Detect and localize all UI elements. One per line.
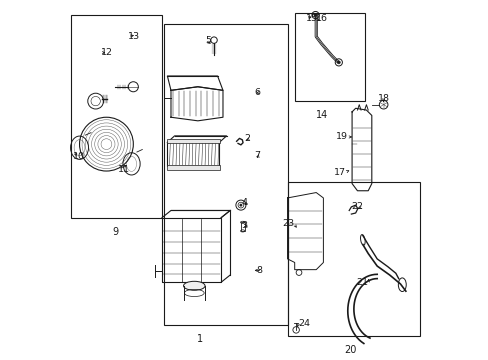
Bar: [240, 222, 244, 231]
Bar: [70, 15, 162, 218]
Text: 3: 3: [241, 221, 247, 230]
Text: 2: 2: [244, 134, 249, 143]
Text: 1: 1: [196, 334, 203, 344]
Text: 16: 16: [315, 14, 327, 23]
Text: 13: 13: [128, 32, 140, 41]
Ellipse shape: [183, 281, 204, 290]
Bar: [167, 139, 220, 143]
Bar: [294, 13, 364, 101]
Bar: [167, 165, 220, 170]
Bar: [287, 182, 419, 336]
Text: 5: 5: [204, 36, 211, 45]
Text: 9: 9: [112, 226, 118, 237]
Text: 23: 23: [281, 219, 293, 228]
Text: 4: 4: [241, 198, 247, 207]
Text: 18: 18: [377, 94, 389, 103]
Text: 19: 19: [335, 132, 347, 141]
Circle shape: [313, 14, 316, 17]
Text: 17: 17: [333, 168, 345, 177]
Text: 15: 15: [305, 14, 318, 23]
Text: 11: 11: [118, 165, 130, 174]
Text: 24: 24: [298, 319, 310, 328]
Text: 12: 12: [101, 48, 113, 57]
Text: 8: 8: [256, 266, 262, 275]
Circle shape: [337, 61, 340, 64]
Text: 22: 22: [350, 202, 362, 211]
Text: 6: 6: [254, 87, 260, 96]
Bar: [163, 24, 287, 325]
Text: 20: 20: [344, 345, 356, 355]
Text: 10: 10: [73, 152, 85, 161]
Circle shape: [239, 204, 242, 206]
Text: 21: 21: [355, 278, 367, 287]
Text: 14: 14: [315, 110, 327, 120]
Text: 7: 7: [254, 151, 260, 160]
